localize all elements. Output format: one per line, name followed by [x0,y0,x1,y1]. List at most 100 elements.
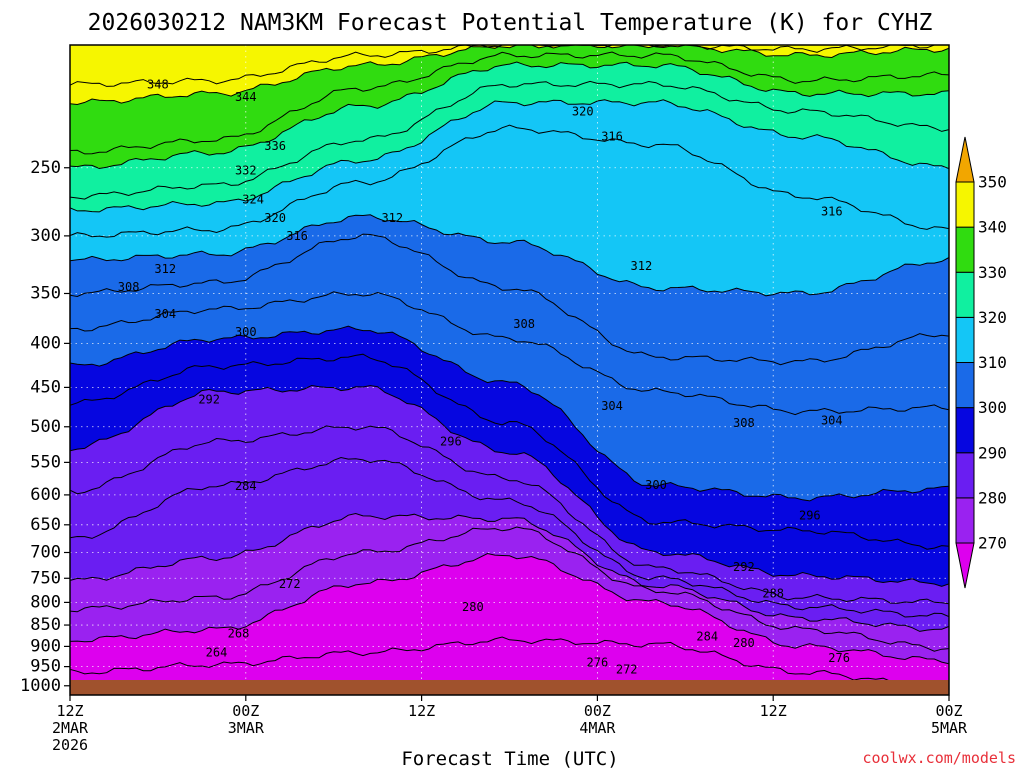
colorbar-label: 280 [978,488,1007,507]
theta-color-bands [70,45,949,695]
colorbar-label: 270 [978,534,1007,553]
colorbar-segment [955,271,975,318]
isentrope-332 [70,61,949,170]
contour-label: 296 [799,508,821,522]
y-tick-label: 600 [30,485,61,505]
x-tick-label: 00Z [935,702,962,720]
colorbar-segment [955,452,975,499]
contour-label: 312 [154,262,176,276]
contour-label: 312 [631,259,653,273]
y-tick-label: 950 [30,657,61,677]
colorbar-segment [955,407,975,454]
isentrope-324 [70,80,949,200]
y-tick-label: 450 [30,377,61,397]
contour-label: 292 [733,560,755,574]
x-tick-label: 00Z [584,702,611,720]
contour-label: 304 [154,307,176,321]
colorbar-label: 310 [978,353,1007,372]
contour-label: 284 [696,629,718,643]
contour-label: 348 [147,77,169,91]
contour-label: 308 [733,416,755,430]
isentrope-292 [70,384,949,587]
isentrope-contours [70,45,949,688]
y-tick-label: 750 [30,568,61,588]
isentrope-320 [70,99,949,213]
contour-label: 284 [235,479,257,493]
plot-frame [69,44,950,696]
isentrope-272 [70,552,949,665]
contour-label: 320 [572,104,594,118]
x-tick-label: 2026 [52,736,88,754]
y-axis: 2503003504004505005506006507007508008509… [20,158,70,696]
contour-label: 276 [587,655,609,669]
colorbar: 270 280 290 300 310 320 330 340 350 [955,136,1007,589]
x-tick-label: 4MAR [579,719,616,737]
isentrope-280 [70,512,949,632]
y-tick-label: 1000 [20,676,61,696]
colorbar-segment [955,497,975,544]
x-tick-label: 00Z [232,702,259,720]
contour-label: 304 [821,414,843,428]
y-tick-label: 300 [30,226,61,246]
contour-label: 320 [264,211,286,225]
colorbar-label: 350 [978,173,1007,192]
x-tick-label: 12Z [760,702,787,720]
contour-label: 336 [264,139,286,153]
x-tick-label: 12Z [56,702,83,720]
isentrope-276 [70,526,949,652]
contour-label: 272 [279,577,301,591]
x-tick-label: 12Z [408,702,435,720]
isentrope-312 [70,214,949,297]
isentrope-284 [70,456,949,618]
band-348 [70,45,949,87]
contour-label: 308 [118,280,140,294]
contour-label: 300 [645,478,667,492]
contour-label: 316 [821,204,843,218]
y-tick-label: 400 [30,333,61,353]
y-tick-label: 650 [30,515,61,535]
contour-label: 316 [601,130,623,144]
isentrope-296 [70,353,949,550]
contour-label: 344 [235,90,257,104]
contour-label: 268 [228,627,250,641]
colorbar-label: 330 [978,263,1007,282]
isentrope-348 [70,45,949,87]
contour-label: 296 [440,434,462,448]
x-tick-label: 3MAR [228,719,265,737]
isentrope-308 [70,233,949,366]
x-tick-label: 2MAR [52,719,89,737]
contour-label: 276 [828,651,850,665]
colorbar-segment [955,316,975,363]
contour-labels: 3483443363323243203163123083043002922842… [118,77,850,676]
credit-link[interactable]: coolwx.com/models [862,749,1016,767]
contour-label: 316 [286,229,308,243]
y-tick-label: 550 [30,452,61,472]
colorbar-high-arrow [955,136,975,183]
y-tick-label: 900 [30,636,61,656]
contour-label: 304 [601,399,623,413]
contour-label: 280 [733,636,755,650]
isentrope-336 [70,51,949,155]
colorbar-low-arrow [955,542,975,589]
isentrope-344 [70,45,949,106]
isentrope-288 [70,425,949,605]
isentrope-300 [70,325,949,502]
chart-title: 2026030212 NAM3KM Forecast Potential Tem… [88,10,933,36]
contour-label: 280 [462,600,484,614]
contour-label: 308 [513,317,535,331]
contour-label: 288 [762,586,784,600]
contour-label: 312 [381,211,403,225]
x-axis-title: Forecast Time (UTC) [401,748,618,768]
contour-label: 264 [206,646,228,660]
colorbar-segment [955,362,975,409]
colorbar-label: 290 [978,443,1007,462]
contour-label: 332 [235,164,257,178]
x-tick-label: 5MAR [931,719,968,737]
y-tick-label: 850 [30,615,61,635]
colorbar-label: 340 [978,218,1007,237]
y-tick-label: 250 [30,158,61,178]
colorbar-segment [955,181,975,228]
isentrope-304 [70,291,949,416]
